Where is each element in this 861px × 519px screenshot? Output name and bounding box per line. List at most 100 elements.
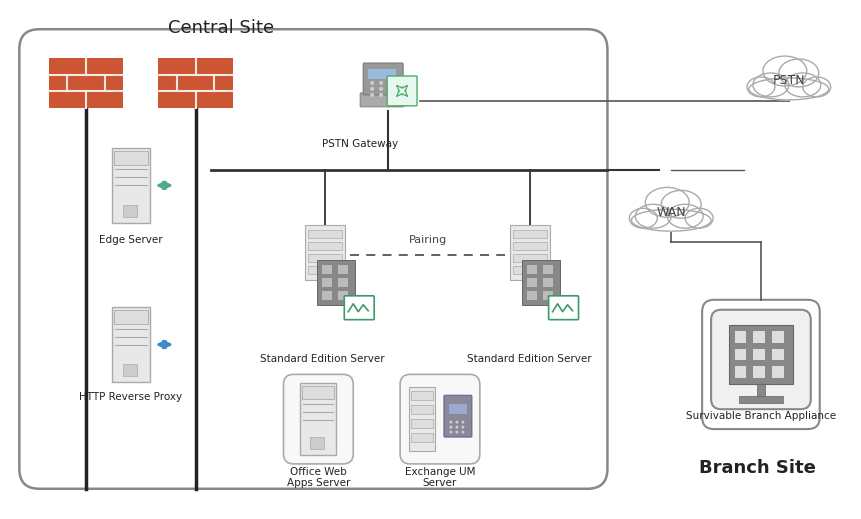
Text: Office Web
Apps Server: Office Web Apps Server xyxy=(287,467,350,488)
Text: HTTP Reverse Proxy: HTTP Reverse Proxy xyxy=(79,392,183,402)
Circle shape xyxy=(455,431,458,433)
Bar xyxy=(338,291,348,300)
Bar xyxy=(308,242,342,250)
Circle shape xyxy=(387,93,392,97)
Bar xyxy=(322,291,332,300)
Bar xyxy=(753,331,765,343)
Bar xyxy=(542,278,552,287)
Bar xyxy=(512,230,546,238)
Bar xyxy=(526,265,536,274)
Ellipse shape xyxy=(802,77,830,97)
Ellipse shape xyxy=(666,204,703,228)
Text: PSTN Gateway: PSTN Gateway xyxy=(322,139,398,148)
Bar xyxy=(308,254,342,262)
Text: WAN: WAN xyxy=(655,206,685,218)
Bar xyxy=(123,364,137,376)
Circle shape xyxy=(449,420,452,424)
Bar xyxy=(771,331,784,343)
Bar xyxy=(302,386,334,399)
Bar xyxy=(338,278,348,287)
Bar xyxy=(308,266,342,274)
Bar xyxy=(526,278,536,287)
Circle shape xyxy=(461,420,464,424)
Bar xyxy=(368,69,396,79)
Text: Survivable Branch Appliance: Survivable Branch Appliance xyxy=(685,411,835,421)
Bar xyxy=(158,58,232,108)
FancyBboxPatch shape xyxy=(443,395,471,437)
Circle shape xyxy=(379,93,382,97)
FancyBboxPatch shape xyxy=(400,374,480,464)
Bar xyxy=(753,349,765,361)
Bar xyxy=(411,391,432,400)
Bar xyxy=(734,366,746,378)
Circle shape xyxy=(379,87,382,91)
Bar xyxy=(738,397,782,403)
Ellipse shape xyxy=(746,77,774,97)
Ellipse shape xyxy=(753,73,788,97)
Bar xyxy=(734,349,746,361)
Circle shape xyxy=(379,81,382,85)
FancyBboxPatch shape xyxy=(344,296,374,320)
Ellipse shape xyxy=(762,56,806,86)
Bar xyxy=(411,405,432,414)
Circle shape xyxy=(461,431,464,433)
Bar xyxy=(753,366,765,378)
Bar xyxy=(310,437,324,449)
Ellipse shape xyxy=(645,187,688,217)
Bar xyxy=(114,151,148,165)
Ellipse shape xyxy=(684,208,712,228)
Bar xyxy=(112,148,150,223)
Circle shape xyxy=(369,93,374,97)
Circle shape xyxy=(461,426,464,429)
Bar xyxy=(771,349,784,361)
Ellipse shape xyxy=(635,204,671,228)
Circle shape xyxy=(455,420,458,424)
Bar xyxy=(305,225,345,280)
Text: Standard Edition Server: Standard Edition Server xyxy=(260,354,384,364)
Bar xyxy=(123,205,137,217)
Bar xyxy=(49,58,123,108)
FancyBboxPatch shape xyxy=(387,76,417,106)
Bar xyxy=(449,404,467,414)
Bar xyxy=(317,260,355,305)
Text: Edge Server: Edge Server xyxy=(99,235,163,245)
Bar xyxy=(509,225,549,280)
Bar xyxy=(114,310,148,324)
Bar xyxy=(409,387,435,452)
Ellipse shape xyxy=(784,73,820,97)
FancyBboxPatch shape xyxy=(362,63,403,95)
Bar xyxy=(526,291,536,300)
FancyBboxPatch shape xyxy=(548,296,578,320)
Bar xyxy=(734,331,746,343)
Circle shape xyxy=(449,426,452,429)
Bar xyxy=(338,265,348,274)
FancyBboxPatch shape xyxy=(710,310,810,409)
Circle shape xyxy=(387,87,392,91)
Text: Central Site: Central Site xyxy=(167,19,274,37)
Text: Branch Site: Branch Site xyxy=(697,459,815,477)
FancyBboxPatch shape xyxy=(360,93,404,107)
FancyBboxPatch shape xyxy=(283,374,353,464)
Bar xyxy=(300,384,336,455)
Circle shape xyxy=(449,431,452,433)
Ellipse shape xyxy=(630,209,710,231)
Bar xyxy=(728,325,792,385)
Bar xyxy=(542,291,552,300)
Circle shape xyxy=(369,87,374,91)
Bar xyxy=(542,265,552,274)
Circle shape xyxy=(387,81,392,85)
Bar xyxy=(512,254,546,262)
Ellipse shape xyxy=(778,59,818,87)
Ellipse shape xyxy=(629,208,656,228)
Bar xyxy=(411,419,432,428)
Text: Standard Edition Server: Standard Edition Server xyxy=(467,354,592,364)
Text: Pairing: Pairing xyxy=(408,235,447,245)
Bar xyxy=(521,260,559,305)
Ellipse shape xyxy=(660,190,700,218)
Bar xyxy=(771,366,784,378)
Bar xyxy=(756,385,764,397)
Bar xyxy=(512,266,546,274)
Bar xyxy=(322,265,332,274)
Bar xyxy=(512,242,546,250)
Ellipse shape xyxy=(748,78,827,100)
